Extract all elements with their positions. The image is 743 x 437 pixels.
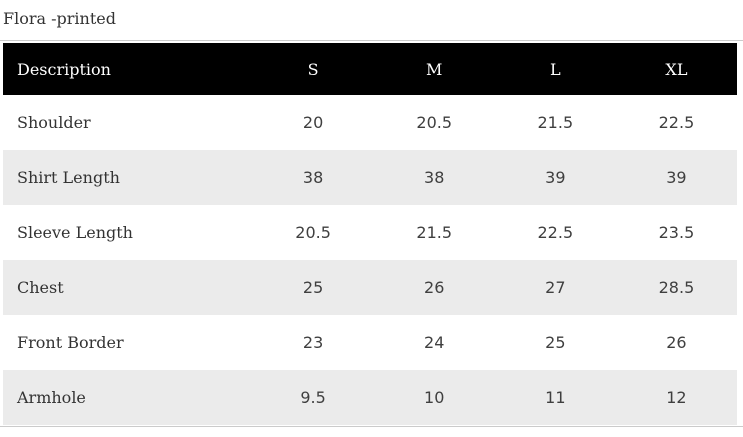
value-cell: 23 <box>302 333 324 352</box>
header-cell-description: Description <box>3 43 253 95</box>
size-chart-container: Description S M L XL Shoulder 20 20.5 21… <box>0 40 743 427</box>
table-row-armhole: Armhole 9.5 10 11 12 <box>3 370 737 425</box>
value-cell: 12 <box>615 370 737 425</box>
value-cell: 26 <box>666 333 687 352</box>
value-cell: 38 <box>252 150 374 205</box>
size-chart-table: Description S M L XL Shoulder 20 20.5 21… <box>3 43 737 425</box>
table-header-row: Description S M L XL <box>3 43 737 95</box>
table-row-front-border: Front Border 23 24 25 26 <box>3 315 737 370</box>
value-cell: 25 <box>545 333 566 352</box>
value-cell: 26 <box>373 260 495 315</box>
value-cell: 21.5 <box>537 113 574 132</box>
value-cell: 39 <box>615 150 737 205</box>
value-cell: 24 <box>424 333 445 352</box>
value-cell: 23.5 <box>658 223 695 242</box>
table-row-chest: Chest 25 26 27 28.5 <box>3 260 737 315</box>
row-label-cell: Armhole <box>3 370 253 425</box>
table-row-shoulder: Shoulder 20 20.5 21.5 22.5 <box>3 95 737 150</box>
value-cell: 22.5 <box>658 113 695 132</box>
value-cell: 20.5 <box>416 113 453 132</box>
header-cell-size-m: M <box>373 43 495 95</box>
row-label-cell: Shoulder <box>17 113 91 132</box>
value-cell: 39 <box>494 150 616 205</box>
value-cell: 38 <box>373 150 495 205</box>
table-row-sleeve-length: Sleeve Length 20.5 21.5 22.5 23.5 <box>3 205 737 260</box>
value-cell: 20 <box>302 113 324 132</box>
header-cell-size-s: S <box>252 43 374 95</box>
header-cell-size-xl: XL <box>615 43 737 95</box>
value-cell: 11 <box>494 370 616 425</box>
value-cell: 10 <box>373 370 495 425</box>
value-cell: 22.5 <box>537 223 574 242</box>
value-cell: 20.5 <box>295 223 331 242</box>
header-cell-size-l: L <box>494 43 616 95</box>
row-label-cell: Front Border <box>17 333 124 352</box>
table-row-shirt-length: Shirt Length 38 38 39 39 <box>3 150 737 205</box>
page-title: Flora -printed <box>3 9 116 28</box>
row-label-cell: Chest <box>3 260 253 315</box>
value-cell: 21.5 <box>416 223 453 242</box>
row-label-cell: Shirt Length <box>3 150 253 205</box>
value-cell: 27 <box>494 260 616 315</box>
value-cell: 25 <box>252 260 374 315</box>
row-label-cell: Sleeve Length <box>17 223 133 242</box>
value-cell: 9.5 <box>252 370 374 425</box>
value-cell: 28.5 <box>615 260 737 315</box>
